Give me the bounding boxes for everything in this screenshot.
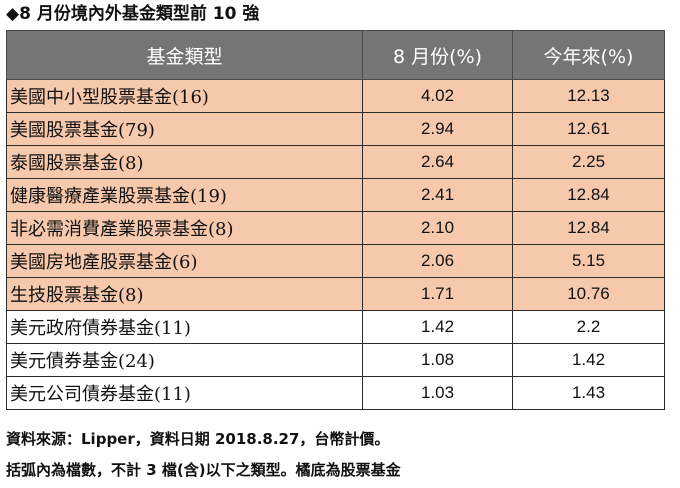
ytd-return-cell: 1.43 xyxy=(512,376,665,410)
table-row: 非必需消費產業股票基金(8) 2.10 12.84 xyxy=(6,211,665,245)
fund-type-cell: 美元公司債券基金(11) xyxy=(6,376,363,410)
table-row: 美國中小型股票基金(16) 4.02 12.13 xyxy=(6,79,665,113)
table-header-row: 基金類型 8 月份(%) 今年來(%) xyxy=(6,30,665,80)
ytd-return-cell: 2.2 xyxy=(512,310,665,344)
fund-type-cell: 非必需消費產業股票基金(8) xyxy=(6,211,363,245)
august-return-cell: 1.42 xyxy=(362,310,513,344)
fund-type-cell: 美國房地產股票基金(6) xyxy=(6,244,363,278)
table-row: 美國股票基金(79) 2.94 12.61 xyxy=(6,112,665,146)
august-return-cell: 2.10 xyxy=(362,211,513,245)
august-return-cell: 2.94 xyxy=(362,112,513,146)
table-row: 泰國股票基金(8) 2.64 2.25 xyxy=(6,145,665,179)
ytd-return-cell: 12.84 xyxy=(512,178,665,212)
august-return-cell: 2.64 xyxy=(362,145,513,179)
fund-type-cell: 美元政府債券基金(11) xyxy=(6,310,363,344)
august-return-cell: 2.41 xyxy=(362,178,513,212)
fund-ranking-table: 基金類型 8 月份(%) 今年來(%) 美國中小型股票基金(16) 4.02 12.… xyxy=(6,30,665,410)
table-row: 生技股票基金(8) 1.71 10.76 xyxy=(6,277,665,311)
table-row: 美元政府債券基金(11) 1.42 2.2 xyxy=(6,310,665,344)
table-row: 美元債券基金(24) 1.08 1.42 xyxy=(6,343,665,377)
fund-type-cell: 美元債券基金(24) xyxy=(6,343,363,377)
ytd-return-cell: 12.61 xyxy=(512,112,665,146)
ytd-return-cell: 2.25 xyxy=(512,145,665,179)
ytd-return-cell: 12.84 xyxy=(512,211,665,245)
ytd-return-cell: 12.13 xyxy=(512,79,665,113)
header-august-return: 8 月份(%) xyxy=(362,30,513,80)
august-return-cell: 4.02 xyxy=(362,79,513,113)
source-note: 資料來源：Lipper，資料日期 2018.8.27，台幣計價。 xyxy=(6,430,390,448)
fund-type-cell: 美國股票基金(79) xyxy=(6,112,363,146)
fund-type-cell: 泰國股票基金(8) xyxy=(6,145,363,179)
ytd-return-cell: 10.76 xyxy=(512,277,665,311)
header-fund-type: 基金類型 xyxy=(6,30,363,80)
table-row: 美元公司債券基金(11) 1.03 1.43 xyxy=(6,376,665,410)
header-ytd-return: 今年來(%) xyxy=(512,30,665,80)
fund-type-cell: 美國中小型股票基金(16) xyxy=(6,79,363,113)
footnote: 括弧內為檔數，不計 3 檔(含)以下之類型。橘底為股票基金 xyxy=(6,461,401,479)
table-row: 美國房地產股票基金(6) 2.06 5.15 xyxy=(6,244,665,278)
fund-type-cell: 生技股票基金(8) xyxy=(6,277,363,311)
ytd-return-cell: 1.42 xyxy=(512,343,665,377)
ytd-return-cell: 5.15 xyxy=(512,244,665,278)
fund-type-cell: 健康醫療產業股票基金(19) xyxy=(6,178,363,212)
table-row: 健康醫療產業股票基金(19) 2.41 12.84 xyxy=(6,178,665,212)
august-return-cell: 2.06 xyxy=(362,244,513,278)
august-return-cell: 1.08 xyxy=(362,343,513,377)
august-return-cell: 1.71 xyxy=(362,277,513,311)
page-title: ◆8 月份境內外基金類型前 10 強 xyxy=(6,4,260,24)
august-return-cell: 1.03 xyxy=(362,376,513,410)
